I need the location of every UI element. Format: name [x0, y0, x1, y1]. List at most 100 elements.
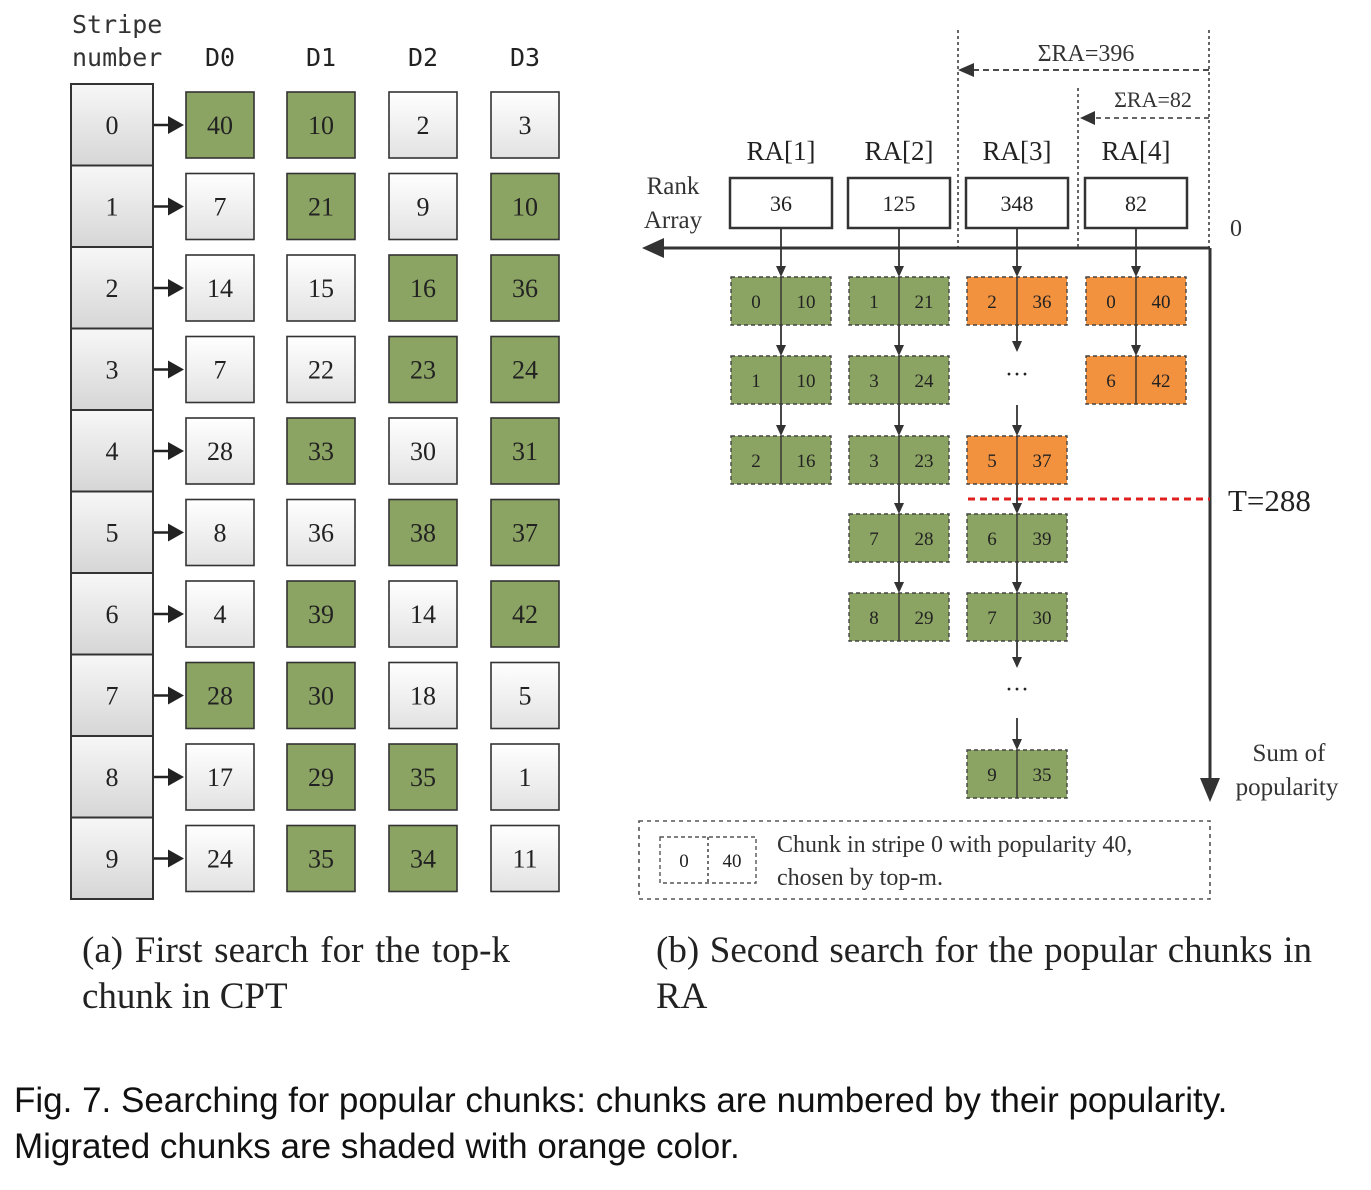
disk-header-d1: D1 [306, 43, 336, 72]
chunk-popularity-value: 18 [410, 682, 436, 711]
stripe-number-label: 1 [106, 193, 119, 222]
chain-arrow-head [1131, 345, 1141, 356]
chain-arrow-head [1012, 341, 1022, 352]
chunk-stripe-number: 9 [987, 765, 997, 786]
chunk-popularity-value: 42 [512, 600, 538, 629]
stripe-number-cell [70, 572, 154, 656]
chain-arrow-head [776, 266, 786, 277]
chunk-popularity: 24 [915, 371, 935, 392]
rank-array-cell [1083, 176, 1189, 230]
chunk-stripe-number: 8 [869, 608, 879, 629]
stripe-number-header-line1: Stripe [72, 10, 162, 39]
chunk-cell [490, 661, 560, 730]
chunk-popularity-value: 24 [207, 845, 233, 874]
stripe-pointer-arrowhead [168, 360, 184, 379]
chunk-stripe-number: 1 [869, 292, 879, 313]
sum-ra-4-label: ΣRA=82 [1114, 87, 1192, 112]
stripe-number-cell [70, 816, 154, 900]
chunk-cell [388, 580, 458, 648]
stripe-number-label: 7 [106, 682, 119, 711]
chunk-cell [388, 172, 458, 241]
chunk-popularity-value: 37 [512, 519, 538, 548]
chunk-cell-shaded [388, 824, 458, 893]
figure-caption: Fig. 7. Searching for popular chunks: ch… [14, 1081, 1228, 1166]
stripe-number-cell [70, 327, 154, 411]
stripe-row-4: 4 28 33 30 31 [70, 409, 560, 493]
chunk-popularity-value: 34 [410, 845, 436, 874]
chunk-popularity-value: 35 [410, 763, 436, 792]
chunk-cell-shaded [286, 743, 356, 811]
chain-arrow-head [894, 345, 904, 356]
chunk-7-28: 7 28 [848, 513, 950, 563]
panel-a-caption: (a) First search for the top-k chunk in … [82, 930, 510, 1017]
chunk-cell-shaded [490, 254, 560, 322]
stripe-number-label: 4 [106, 437, 119, 466]
chunk-cell [388, 661, 458, 730]
chunk-popularity-value: 36 [308, 519, 334, 548]
chain-arrow-head [1012, 739, 1022, 750]
stripe-number-label: 5 [106, 519, 119, 548]
chunk-popularity-value: 36 [512, 274, 538, 303]
rank-array-value: 82 [1125, 191, 1147, 216]
rank-array-label: RA[2] [865, 136, 934, 166]
chunk-stripe-number: 0 [751, 292, 761, 313]
panel-b-rank-array: ΣRA=396 ΣRA=82 Rank Array 0 Sum of popul… [638, 30, 1339, 900]
chunk-8-29: 8 29 [848, 592, 950, 642]
chunk-6-39: 6 39 [966, 513, 1068, 563]
stripe-row-7: 7 28 30 18 5 [70, 653, 560, 737]
chunk-popularity: 21 [915, 292, 934, 313]
chunk-cell-shaded [490, 417, 560, 485]
stripe-number-cell [70, 735, 154, 819]
chunk-stripe-number: 3 [869, 451, 879, 472]
chunk-cell [185, 417, 255, 485]
stripe-number-label: 6 [106, 600, 119, 629]
chunk-cell-shaded [286, 824, 356, 893]
chunk-popularity: 36 [1033, 292, 1052, 313]
chunk-popularity-value: 22 [308, 356, 334, 385]
chunk-5-37: 5 37 [966, 435, 1068, 485]
chunk-popularity-value: 28 [207, 437, 233, 466]
chunk-popularity-value: 29 [308, 763, 334, 792]
chunk-6-42: 6 42 [1085, 355, 1187, 405]
chunk-cell [286, 254, 356, 322]
chunk-cell-shaded [388, 335, 458, 404]
chunk-popularity-value: 16 [410, 274, 436, 303]
disk-header-d3: D3 [510, 43, 540, 72]
legend-text-line2: chosen by top-m. [777, 865, 943, 891]
chunk-0-40: 0 40 [1085, 276, 1187, 326]
chunk-2-16: 2 16 [730, 435, 832, 485]
stripe-row-6: 6 4 39 14 42 [70, 572, 560, 656]
chunk-popularity: 29 [915, 608, 934, 629]
rank-array-label-line1: Rank [647, 173, 700, 200]
chunk-cell-shaded [286, 91, 356, 159]
stripe-row-8: 8 17 29 35 1 [70, 735, 560, 819]
chain-ellipsis: ··· [1005, 362, 1029, 388]
chunk-stripe-number: 3 [869, 371, 879, 392]
chunk-popularity: 35 [1033, 765, 1052, 786]
chunk-cell-shaded [490, 580, 560, 648]
chunk-stripe-number: 6 [987, 529, 997, 550]
chain-arrow-head [894, 503, 904, 514]
chain-arrow-head [1012, 266, 1022, 277]
panel-b-caption: (b) Second search for the popular chunks… [656, 930, 1312, 1017]
chain-arrow-head [776, 425, 786, 436]
chunk-stripe-number: 2 [751, 451, 761, 472]
rank-array-label: RA[4] [1102, 136, 1171, 166]
chain-arrow-head [1012, 425, 1022, 436]
chunk-popularity-value: 31 [512, 437, 538, 466]
chunk-2-36: 2 36 [966, 276, 1068, 326]
rank-array-column-2: RA[2] 125 1 21 3 24 3 23 7 28 8 29 [846, 136, 952, 642]
chunk-popularity: 16 [797, 451, 816, 472]
chunk-cell [388, 417, 458, 485]
chain-arrow-head [894, 582, 904, 593]
chunk-popularity-value: 14 [207, 274, 233, 303]
stripe-pointer-arrowhead [168, 768, 184, 786]
chunk-cell-shaded [286, 661, 356, 730]
chunk-0-10: 0 10 [730, 276, 832, 326]
chunk-cell-shaded [388, 254, 458, 322]
rank-array-column-4: RA[4] 82 0 40 6 42 [1083, 136, 1189, 405]
chunk-stripe-number: 5 [987, 451, 997, 472]
chunk-popularity-value: 33 [308, 437, 334, 466]
